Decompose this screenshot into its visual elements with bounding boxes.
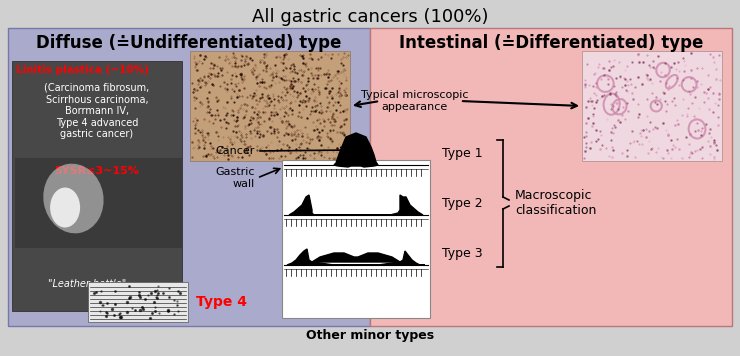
Text: Macroscopic
classification: Macroscopic classification (515, 189, 596, 217)
Polygon shape (334, 133, 378, 167)
Text: Type 2: Type 2 (442, 197, 482, 209)
Text: Other minor types: Other minor types (306, 329, 434, 342)
Bar (15, 158, 182, 248)
Text: Diffuse (≐Undifferentiated) type: Diffuse (≐Undifferentiated) type (36, 34, 342, 52)
Polygon shape (289, 195, 423, 215)
Bar (282, 160, 430, 318)
Text: 5YSR≤3~15%: 5YSR≤3~15% (55, 166, 139, 176)
Polygon shape (287, 249, 425, 265)
Bar (582, 51, 722, 161)
Text: Linitis plastica (~10%): Linitis plastica (~10%) (16, 65, 149, 75)
Text: Type 3: Type 3 (442, 246, 482, 260)
Text: Intestinal (≐Differentiated) type: Intestinal (≐Differentiated) type (399, 34, 703, 52)
Ellipse shape (50, 188, 80, 227)
Text: "Leather bottle": "Leather bottle" (48, 279, 126, 289)
Text: Cancer: Cancer (215, 146, 255, 156)
Bar (370, 28, 732, 326)
Bar (8, 28, 370, 326)
Ellipse shape (43, 164, 104, 234)
Bar (190, 51, 350, 161)
Text: Typical microscopic
appearance: Typical microscopic appearance (361, 90, 468, 112)
Text: Gastric
wall: Gastric wall (215, 167, 255, 189)
Bar (12, 61, 182, 311)
Text: All gastric cancers (100%): All gastric cancers (100%) (252, 8, 488, 26)
Text: (Carcinoma fibrosum,
Scirrhous carcinoma,
Borrmann IV,
Type 4 advanced
gastric c: (Carcinoma fibrosum, Scirrhous carcinoma… (44, 83, 149, 140)
Text: Type 4: Type 4 (196, 295, 247, 309)
Bar (88, 282, 188, 322)
Text: Type 1: Type 1 (442, 147, 482, 159)
Polygon shape (312, 253, 400, 262)
